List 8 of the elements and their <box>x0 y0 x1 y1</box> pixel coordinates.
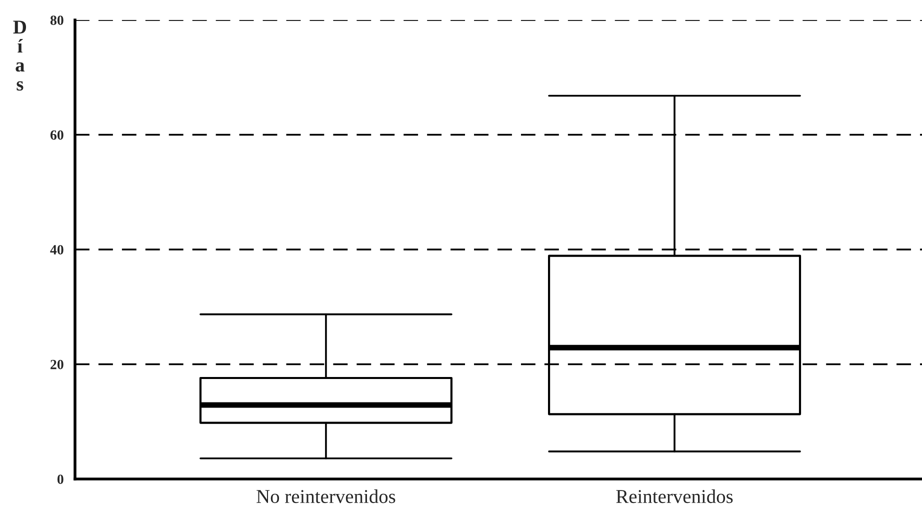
y-tick-label: 80 <box>50 16 64 25</box>
y-tick-label: 40 <box>50 245 64 254</box>
x-tick-label: Reintervenidos <box>616 489 733 504</box>
y-tick-label: 20 <box>50 360 64 370</box>
y-axis-title: Días <box>13 20 26 91</box>
x-tick-label: No reintervenidos <box>256 489 396 504</box>
y-tick-label: 60 <box>50 130 64 140</box>
y-tick-label: 0 <box>57 474 64 484</box>
